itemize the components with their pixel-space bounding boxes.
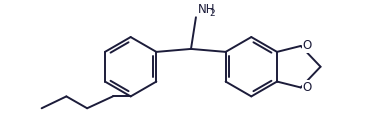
Text: O: O: [303, 81, 312, 94]
Text: NH: NH: [198, 3, 215, 16]
Text: 2: 2: [210, 9, 215, 18]
Text: O: O: [303, 39, 312, 52]
